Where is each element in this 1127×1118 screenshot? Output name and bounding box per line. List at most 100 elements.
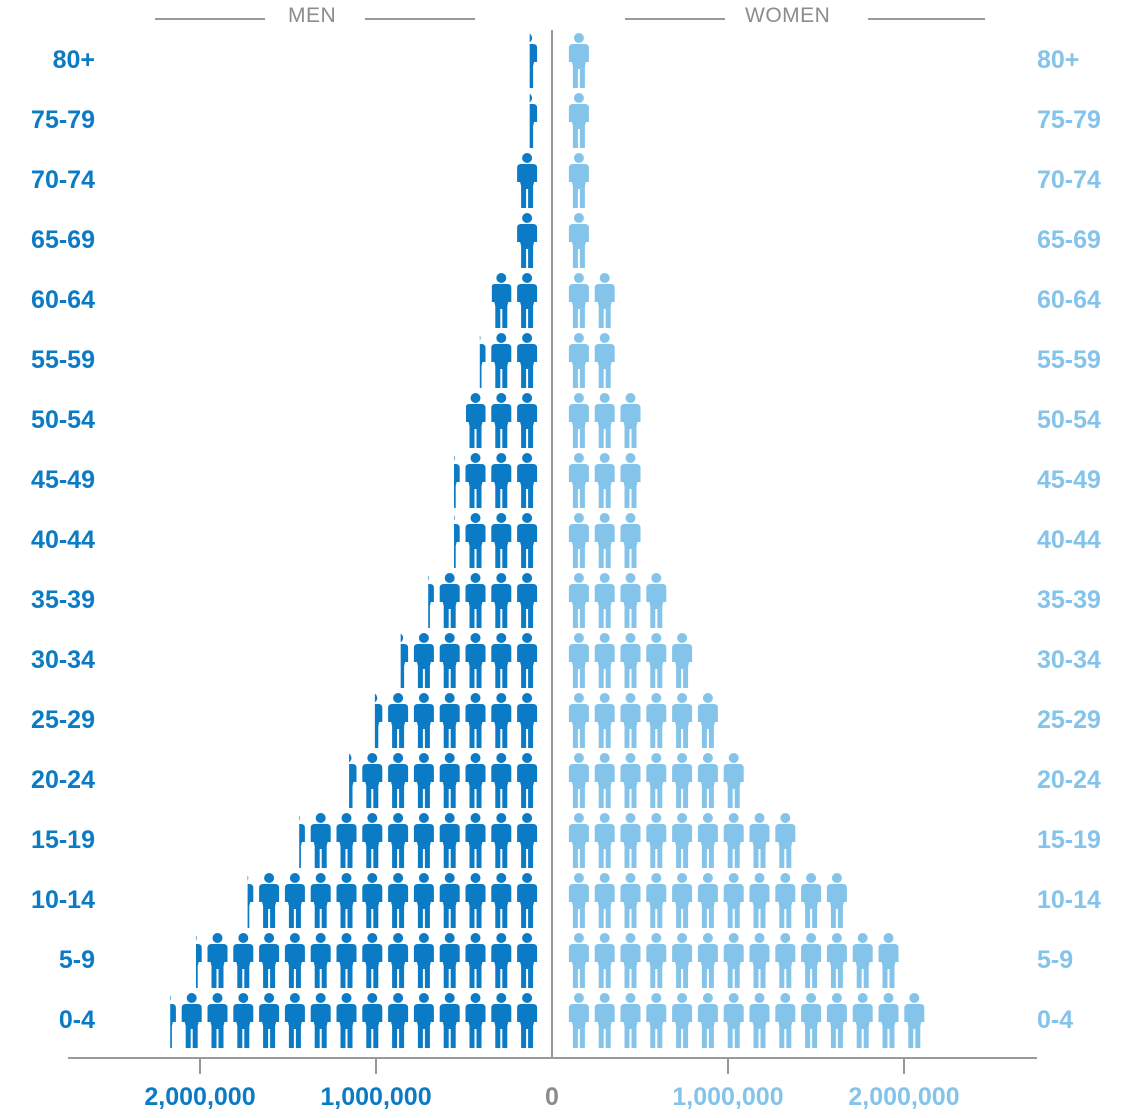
person-icon [336, 933, 357, 988]
person-icon [568, 693, 589, 748]
person-icon [852, 993, 873, 1048]
person-icon [336, 993, 357, 1048]
age-label-right: 25-29 [1037, 706, 1101, 734]
tick-label-zero: 0 [545, 1083, 559, 1111]
person-icon [620, 573, 641, 628]
women-bar [568, 513, 641, 568]
age-label-right: 20-24 [1037, 766, 1101, 794]
person-icon [310, 873, 331, 928]
men-bar [491, 93, 538, 148]
age-label-right: 50-54 [1037, 406, 1101, 434]
person-icon [852, 933, 873, 988]
men-bar [491, 213, 538, 268]
age-label-right: 65-69 [1037, 226, 1101, 254]
person-icon [156, 933, 176, 988]
person-icon [491, 93, 511, 148]
person-icon [413, 753, 434, 808]
person-icon [310, 993, 331, 1048]
person-icon [595, 33, 615, 88]
men-bar [170, 993, 538, 1048]
person-icon [517, 993, 538, 1048]
men-header-label: MEN [288, 4, 337, 27]
women-bar [568, 873, 847, 928]
age-label-left: 55-59 [31, 346, 95, 374]
age-label-right: 70-74 [1037, 166, 1101, 194]
tick-label-women-1m: 1,000,000 [672, 1083, 784, 1111]
person-icon [491, 333, 512, 388]
women-bar [568, 573, 667, 628]
person-icon [646, 873, 667, 928]
person-icon [284, 933, 305, 988]
person-icon [620, 753, 641, 808]
women-header-line-left [625, 18, 725, 20]
person-icon [723, 873, 744, 928]
men-bar [491, 33, 538, 88]
women-bar [568, 213, 589, 268]
age-label-left: 80+ [52, 46, 95, 74]
age-label-left: 30-34 [31, 646, 95, 674]
women-bar [568, 333, 615, 388]
age-label-left: 5-9 [58, 946, 95, 974]
age-label-right: 15-19 [1037, 826, 1101, 854]
age-label-left: 60-64 [31, 286, 95, 314]
person-icon [491, 213, 511, 268]
person-icon [568, 453, 589, 508]
person-icon [259, 873, 280, 928]
person-icon [311, 753, 331, 808]
person-icon [594, 273, 615, 328]
person-icon [491, 153, 511, 208]
person-icon [517, 573, 538, 628]
person-icon [400, 633, 409, 688]
person-icon [594, 573, 615, 628]
age-label-right: 60-64 [1037, 286, 1101, 314]
person-icon [439, 633, 460, 688]
person-icon [517, 453, 538, 508]
person-icon [620, 453, 641, 508]
person-icon [465, 693, 486, 748]
person-icon [413, 933, 434, 988]
person-icon [388, 753, 409, 808]
person-icon [208, 873, 228, 928]
person-icon [414, 513, 434, 568]
men-bar [374, 693, 538, 748]
person-icon [594, 393, 615, 448]
age-label-left: 35-39 [31, 586, 95, 614]
person-icon [568, 213, 589, 268]
person-icon [568, 333, 589, 388]
person-icon [646, 753, 667, 808]
person-icon [362, 933, 383, 988]
person-icon [466, 273, 486, 328]
person-icon [775, 813, 796, 868]
age-label-left: 25-29 [31, 706, 95, 734]
person-icon [491, 33, 511, 88]
person-icon [568, 393, 589, 448]
person-icon [646, 993, 667, 1048]
person-icon [594, 453, 615, 508]
person-icon [775, 993, 796, 1048]
person-icon [517, 873, 538, 928]
person-icon [749, 993, 770, 1048]
age-label-right: 5-9 [1037, 946, 1074, 974]
person-icon [388, 873, 409, 928]
person-icon [529, 33, 538, 88]
person-icon [517, 153, 538, 208]
person-icon [491, 873, 512, 928]
person-icon [594, 933, 615, 988]
age-label-left: 40-44 [31, 526, 95, 554]
person-icon [723, 813, 744, 868]
person-icon [466, 393, 486, 448]
person-icon [646, 813, 667, 868]
person-icon [620, 393, 641, 448]
person-icon [439, 693, 460, 748]
person-icon [454, 455, 460, 508]
women-header-line-right [868, 18, 985, 20]
person-icon [646, 933, 667, 988]
age-label-right: 40-44 [1037, 526, 1101, 554]
person-icon [672, 873, 693, 928]
person-icon [620, 813, 641, 868]
person-icon [568, 873, 589, 928]
person-icon [775, 933, 796, 988]
person-icon [349, 753, 357, 808]
